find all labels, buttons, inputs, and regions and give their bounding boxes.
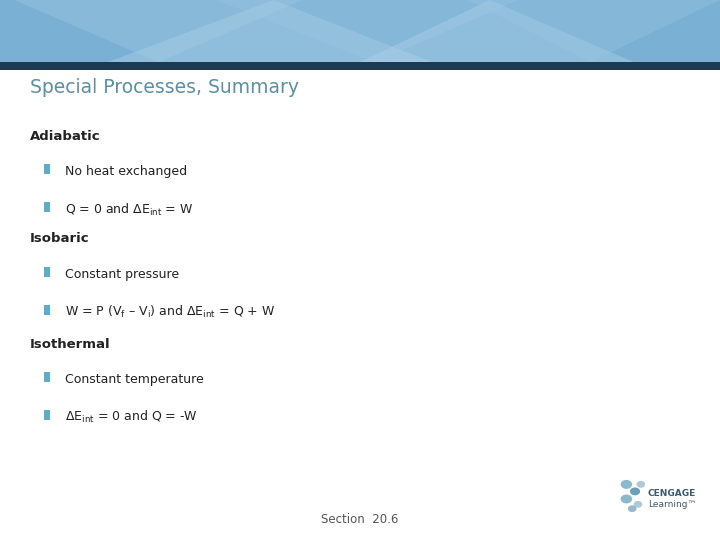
Circle shape — [621, 495, 631, 503]
Circle shape — [634, 502, 642, 507]
Circle shape — [621, 481, 631, 488]
Text: Adiabatic: Adiabatic — [30, 130, 101, 143]
Polygon shape — [468, 0, 720, 62]
Circle shape — [631, 488, 639, 495]
Text: CENGAGE: CENGAGE — [648, 489, 696, 498]
Text: Isobaric: Isobaric — [30, 232, 90, 245]
Polygon shape — [216, 0, 518, 62]
Bar — [44, 202, 50, 212]
Circle shape — [629, 506, 636, 511]
Text: Isothermal: Isothermal — [30, 338, 111, 350]
Bar — [44, 410, 50, 420]
Polygon shape — [108, 0, 432, 62]
Bar — [44, 267, 50, 277]
Bar — [0, 0, 720, 62]
Bar — [44, 373, 50, 382]
Text: ΔE$_\mathregular{int}$ = 0 and Q = -W: ΔE$_\mathregular{int}$ = 0 and Q = -W — [65, 409, 198, 426]
Bar — [0, 62, 720, 70]
Circle shape — [637, 482, 644, 487]
Text: No heat exchanged: No heat exchanged — [65, 165, 187, 178]
Bar — [44, 164, 50, 174]
Text: Q = 0 and ΔE$_\mathregular{int}$ = W: Q = 0 and ΔE$_\mathregular{int}$ = W — [65, 201, 193, 218]
Polygon shape — [360, 0, 634, 62]
Text: Special Processes, Summary: Special Processes, Summary — [30, 78, 300, 97]
Bar — [44, 305, 50, 314]
Text: Constant pressure: Constant pressure — [65, 268, 179, 281]
Polygon shape — [14, 0, 302, 62]
Text: W = P (V$_\mathregular{f}$ – V$_\mathregular{i}$) and ΔE$_\mathregular{int}$ = Q: W = P (V$_\mathregular{f}$ – V$_\mathreg… — [65, 304, 275, 320]
Text: Learning™: Learning™ — [648, 500, 696, 509]
Text: Section  20.6: Section 20.6 — [321, 513, 399, 526]
Text: Constant temperature: Constant temperature — [65, 373, 204, 386]
